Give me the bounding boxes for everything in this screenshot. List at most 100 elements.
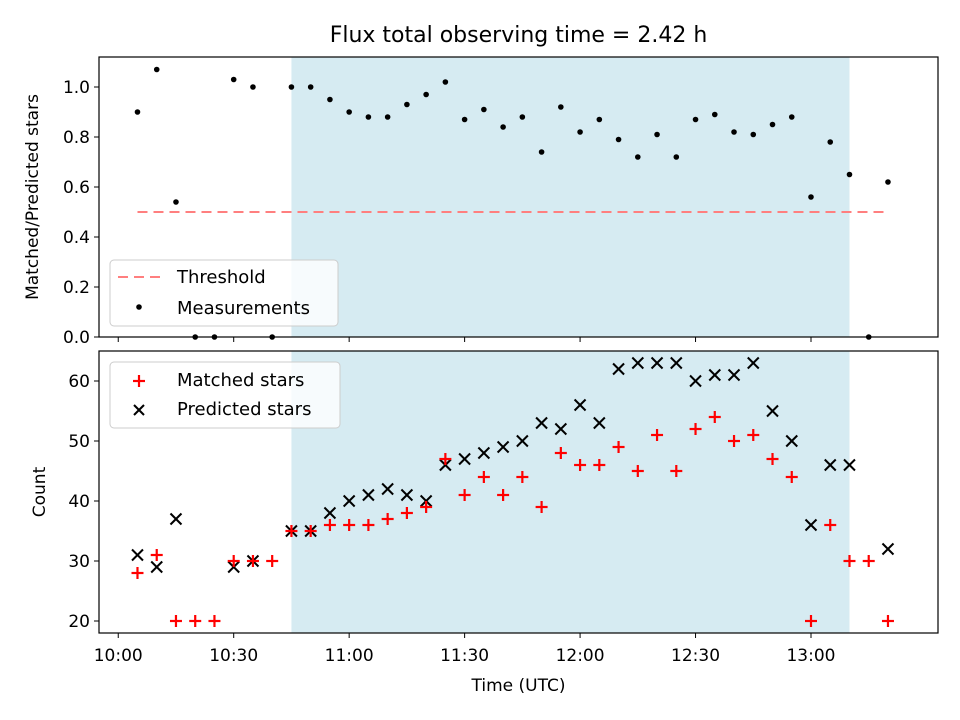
matched-point (420, 501, 433, 513)
matched-point (785, 471, 798, 483)
top-y-tick-label: 0.2 (63, 278, 90, 298)
matched-point (804, 615, 817, 627)
measurement-point (596, 116, 603, 123)
matched-point (766, 453, 779, 465)
top-y-axis-label: Matched/Predicted stars (23, 94, 43, 300)
measurement-point (808, 194, 814, 200)
top-panel: 0.0 0.2 0.4 0.6 0.8 1.0 Flux total observing … (23, 23, 939, 348)
matched-point (477, 471, 490, 483)
bottom-legend: Matched stars Predicted stars (109, 361, 341, 429)
predicted-point (708, 368, 721, 382)
measurement-point (692, 116, 699, 123)
predicted-point (824, 458, 837, 472)
bottom-y-tick-label: 30 (68, 552, 90, 572)
predicted-point (400, 488, 414, 502)
bottom-y-tick-label: 50 (68, 432, 90, 452)
measurement-point (307, 84, 314, 90)
predicted-point (727, 368, 741, 382)
predicted-point (804, 518, 818, 532)
matched-point (208, 615, 221, 627)
matched-point (246, 555, 259, 567)
matched-point (612, 441, 625, 453)
legend-measurements-label: Measurements (177, 298, 310, 319)
matched-point (362, 519, 375, 531)
predicted-point (169, 512, 183, 526)
matched-point (843, 555, 856, 567)
matched-point (535, 501, 548, 513)
predicted-point (323, 506, 337, 520)
matched-point (689, 423, 702, 435)
measurement-point (404, 101, 410, 108)
bottom-x-tick-label: 10:00 (94, 646, 143, 666)
matched-point (189, 615, 202, 627)
matched-point (554, 447, 567, 459)
measurement-point (153, 66, 160, 73)
top-y-tick-label: 0.6 (63, 178, 90, 198)
measurement-point (442, 79, 449, 85)
predicted-point (362, 488, 375, 502)
matched-point (881, 615, 894, 627)
predicted-point (650, 356, 664, 370)
bottom-x-axis-label: Time (UTC) (471, 676, 566, 696)
top-y-tick-label: 0.0 (63, 328, 90, 348)
predicted-point (881, 542, 895, 556)
measurement-point (538, 149, 545, 155)
measurement-point (788, 114, 795, 120)
bottom-x-tick-label: 12:00 (556, 646, 605, 666)
top-legend-box (109, 259, 339, 327)
bottom-x-tick-label: 13:00 (786, 646, 835, 666)
measurement-point (346, 109, 352, 115)
predicted-point (612, 362, 625, 376)
matched-point (439, 453, 452, 465)
top-axes-frame (98, 56, 939, 338)
matched-point (266, 555, 279, 567)
measurement-point (365, 114, 372, 120)
matched-point (150, 549, 163, 561)
matched-point (323, 519, 336, 531)
predicted-point (150, 560, 163, 574)
predicted-point (516, 434, 529, 448)
matched-point (593, 459, 606, 471)
predicted-point (785, 434, 798, 448)
matched-point (458, 489, 471, 501)
matched-point (227, 555, 240, 567)
bottom-shaded-interval (291, 351, 850, 633)
top-y-tick-label: 1.0 (63, 78, 90, 98)
matched-point (631, 465, 644, 477)
top-chart-title: Flux total observing time = 2.42 h (330, 23, 708, 48)
matched-point (670, 465, 683, 477)
bottom-x-tick-label: 12:30 (671, 646, 720, 666)
bottom-y-axis-label: Count (30, 466, 50, 517)
predicted-point (496, 440, 510, 454)
bottom-x-tick-label: 11:00 (325, 646, 374, 666)
measurement-point (885, 179, 891, 185)
measurement-point (635, 154, 641, 160)
matched-point (343, 519, 356, 531)
measurement-point (750, 131, 757, 138)
predicted-point (631, 356, 645, 370)
measurement-point (654, 131, 660, 138)
predicted-point (670, 356, 683, 370)
measurement-point (288, 84, 295, 90)
matched-point (381, 513, 394, 525)
measurement-point (327, 96, 333, 103)
legend-measurements-swatch (136, 304, 142, 310)
matched-point (728, 435, 741, 447)
top-y-tick-label: 0.8 (63, 128, 90, 148)
legend-predicted-swatch (133, 404, 145, 416)
matched-point (708, 411, 721, 423)
matched-point (747, 429, 760, 441)
measurement-point (827, 139, 834, 145)
predicted-point (747, 356, 760, 370)
measurement-point (577, 129, 583, 135)
measurement-point (250, 84, 256, 90)
bottom-panel: 20 30 40 50 60 10:00 10:30 11:00 11:30 12:00 12:30… (30, 350, 939, 696)
matched-point (516, 471, 529, 483)
measurement-point (500, 124, 506, 130)
measurement-point (769, 121, 776, 128)
measurement-point (173, 199, 179, 205)
matched-point (824, 519, 837, 531)
measurement-point (461, 116, 468, 123)
matched-point (285, 525, 298, 537)
matched-point (574, 459, 587, 471)
